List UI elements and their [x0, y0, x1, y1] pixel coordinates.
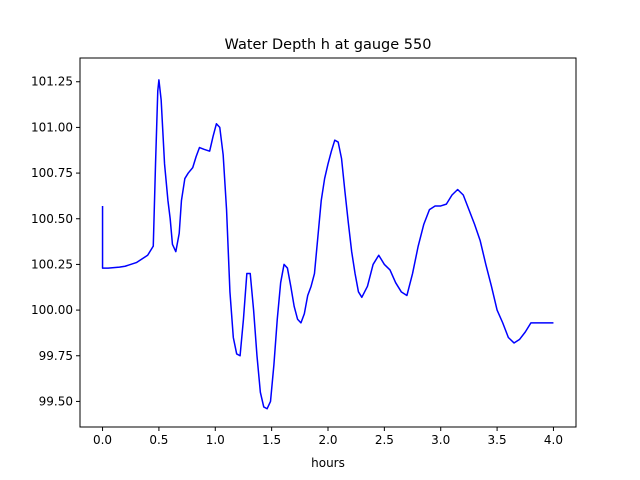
y-tick-label: 101.25 [31, 75, 73, 89]
x-axis-label: hours [311, 456, 345, 470]
y-tick-label: 100.50 [31, 212, 73, 226]
y-tick-label: 100.75 [31, 166, 73, 180]
series-line-0 [101, 79, 554, 410]
x-axis: 0.0 0.5 1.0 1.5 2.0 2.5 3.0 3.5 4.0 [93, 427, 563, 447]
x-tick-label: 4.0 [544, 433, 563, 447]
y-tick-label: 99.75 [39, 349, 73, 363]
x-tick-label: 0.5 [149, 433, 168, 447]
y-tick-label: 100.00 [31, 303, 73, 317]
plot-frame [79, 57, 577, 428]
x-tick-label: 0.0 [93, 433, 112, 447]
series-layer [101, 79, 554, 410]
x-tick-label: 1.5 [262, 433, 281, 447]
plot-area [80, 58, 576, 427]
y-tick-label: 101.00 [31, 120, 73, 134]
chart-title: Water Depth h at gauge 550 [225, 37, 432, 53]
y-tick-label: 99.50 [39, 394, 73, 408]
x-tick-label: 2.0 [318, 433, 337, 447]
x-tick-label: 2.5 [375, 433, 394, 447]
y-axis: 99.50 99.75 100.00 100.25 100.50 100.75 101.00… [31, 75, 80, 408]
x-tick-label: 3.0 [431, 433, 450, 447]
x-tick-label: 1.0 [206, 433, 225, 447]
x-tick-label: 3.5 [488, 433, 507, 447]
y-tick-label: 100.25 [31, 257, 73, 271]
plot-background [80, 58, 576, 427]
